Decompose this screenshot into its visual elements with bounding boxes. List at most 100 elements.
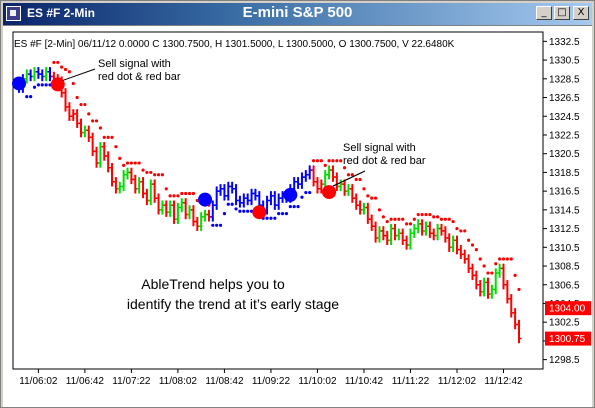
stop-dot [145, 170, 149, 175]
stop-dot [385, 219, 389, 224]
stop-dot [180, 191, 184, 196]
stop-dot [505, 257, 509, 261]
stop-dot [160, 173, 165, 177]
stop-dot [397, 217, 401, 221]
x-tick-label: 11/12:02 [438, 376, 477, 387]
chart-area[interactable]: 1332.5 1330.5 1328.5 1326.5 1324.5 1322.5 1320… [3, 25, 592, 407]
stop-dot [408, 222, 413, 226]
price-chart[interactable]: 1332.5 1330.5 1328.5 1326.5 1324.5 1322.5 1320… [3, 26, 592, 408]
y-tick-label: 1328.5 [549, 74, 580, 85]
stop-dot [83, 102, 87, 107]
y-tick-label: 1316.5 [549, 187, 580, 198]
stop-dot [52, 60, 56, 65]
stop-dot [474, 248, 478, 252]
x-tick-label: 11/12:42 [484, 376, 523, 387]
stop-dot [366, 194, 370, 198]
x-tick-label: 11/09:22 [252, 376, 291, 387]
stop-dot [106, 135, 110, 139]
sell-signal-note-1-line2: red dot & red bar [98, 71, 181, 83]
sell-signal-note-2-line2: red dot & red bar [343, 155, 426, 167]
stop-dot [191, 191, 196, 196]
last-price-tag [545, 301, 591, 316]
stop-dot [478, 257, 482, 261]
stop-dot [110, 135, 114, 139]
stop-dot [234, 207, 238, 211]
stop-dot [482, 264, 486, 268]
stop-dot [168, 194, 172, 198]
stop-dot [292, 204, 296, 209]
y-tick-label: 1332.5 [549, 37, 580, 48]
sell-signal-dot [252, 205, 267, 220]
title-bar[interactable]: ES #F 2-Min E-mini S&P 500 _ □ X [3, 3, 592, 25]
stop-dot [428, 212, 432, 217]
stop-dot [40, 83, 44, 87]
sell-signal-note-1-line1: Sell signal with [98, 58, 171, 70]
stop-dot [32, 85, 37, 89]
window-title: E-mini S&P 500 [242, 4, 353, 21]
stop-dot [277, 212, 281, 216]
stop-dot [315, 159, 320, 163]
stop-dot [513, 273, 517, 277]
minimize-button[interactable]: _ [536, 6, 552, 20]
stop-dot [377, 208, 382, 212]
stop-dot [501, 257, 506, 261]
y-tick-label: 1318.5 [549, 168, 580, 179]
x-tick-label: 11/07:22 [112, 376, 151, 387]
y-tick-label: 1326.5 [549, 93, 580, 104]
stop-dot [79, 102, 83, 107]
stop-dot [470, 243, 475, 247]
stop-dot [75, 95, 79, 100]
stop-dot [393, 217, 397, 221]
stop-dot [300, 195, 304, 199]
bar-info-line: ES #F [2-Min] 06/11/12 0.0000 C 1300.750… [14, 39, 455, 50]
stop-dot [222, 212, 227, 216]
stop-dot [486, 271, 490, 275]
stop-dot [335, 159, 339, 163]
trend-signal-dot [12, 76, 26, 91]
stop-dot [327, 159, 331, 163]
y-tick-label: 1312.5 [549, 224, 580, 235]
maximize-button[interactable]: □ [554, 6, 570, 20]
stop-dot [141, 168, 145, 172]
stop-dot [490, 271, 494, 275]
y-tick-label: 1330.5 [549, 56, 580, 67]
stop-dot [323, 163, 327, 167]
trend-signal-dot [198, 192, 213, 207]
trend-signal-dot [283, 187, 298, 202]
stop-dot [373, 196, 378, 200]
stop-dot [509, 257, 513, 261]
stop-dot [44, 83, 48, 87]
stop-dot [467, 238, 471, 242]
sell-signal-dot [322, 185, 337, 200]
last-price-label: 1304.00 [549, 304, 586, 315]
stop-dot [164, 187, 168, 191]
stop-dot [416, 212, 420, 217]
stop-dot [304, 190, 308, 195]
stop-dot [176, 194, 180, 198]
stop-dot [156, 173, 161, 177]
stop-dot [56, 60, 60, 65]
stop-dot [187, 191, 192, 196]
last-price-label: 1300.75 [549, 334, 586, 345]
stop-dot [211, 223, 215, 227]
stop-dot [114, 145, 118, 149]
stop-dot [71, 81, 75, 86]
stop-dot [296, 204, 300, 209]
y-tick-label: 1310.5 [549, 243, 580, 254]
stop-dot [238, 209, 242, 213]
y-tick-label: 1306.5 [549, 280, 580, 291]
x-tick-label: 11/06:42 [66, 376, 105, 387]
sell-signal-note-2-line1: Sell signal with [343, 142, 416, 154]
stop-dot [25, 94, 29, 99]
stop-dot [246, 209, 250, 213]
sell-signal-note-2: Sell signal with red dot & red bar [343, 142, 426, 168]
plot-border [12, 31, 544, 370]
stop-dot [184, 191, 188, 196]
stop-dot [280, 212, 285, 216]
close-button[interactable]: X [573, 6, 589, 20]
stop-dot [311, 159, 316, 163]
sell-signal-dot [50, 77, 65, 92]
y-tick-label: 1298.5 [549, 355, 580, 366]
caption-line-1: AbleTrend helps you to [141, 276, 285, 292]
